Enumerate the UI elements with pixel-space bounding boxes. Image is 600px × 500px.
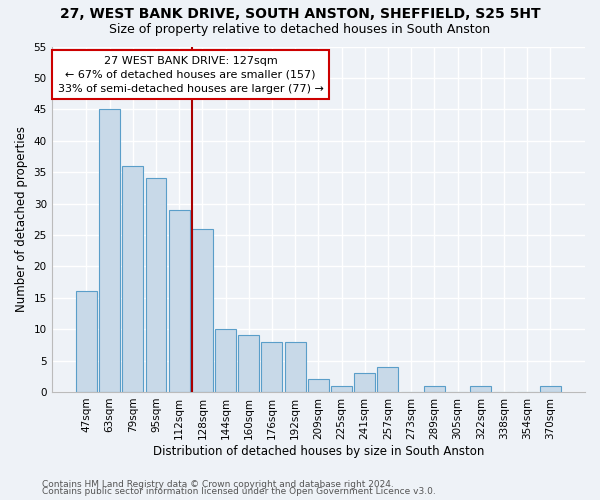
Bar xyxy=(122,166,143,392)
Y-axis label: Number of detached properties: Number of detached properties xyxy=(15,126,28,312)
Text: 27 WEST BANK DRIVE: 127sqm
← 67% of detached houses are smaller (157)
33% of sem: 27 WEST BANK DRIVE: 127sqm ← 67% of deta… xyxy=(58,56,323,94)
Bar xyxy=(308,380,329,392)
Bar xyxy=(169,210,190,392)
Bar xyxy=(262,342,283,392)
Bar xyxy=(76,292,97,392)
Text: Size of property relative to detached houses in South Anston: Size of property relative to detached ho… xyxy=(109,22,491,36)
Bar xyxy=(424,386,445,392)
Bar xyxy=(99,110,120,392)
Bar xyxy=(354,373,375,392)
Bar xyxy=(470,386,491,392)
Bar xyxy=(377,367,398,392)
Bar xyxy=(284,342,305,392)
Text: Contains public sector information licensed under the Open Government Licence v3: Contains public sector information licen… xyxy=(42,487,436,496)
Text: Contains HM Land Registry data © Crown copyright and database right 2024.: Contains HM Land Registry data © Crown c… xyxy=(42,480,394,489)
Bar xyxy=(192,228,213,392)
Bar xyxy=(215,329,236,392)
Bar xyxy=(238,336,259,392)
Text: 27, WEST BANK DRIVE, SOUTH ANSTON, SHEFFIELD, S25 5HT: 27, WEST BANK DRIVE, SOUTH ANSTON, SHEFF… xyxy=(59,8,541,22)
Bar xyxy=(540,386,561,392)
Bar xyxy=(331,386,352,392)
Bar xyxy=(146,178,166,392)
X-axis label: Distribution of detached houses by size in South Anston: Distribution of detached houses by size … xyxy=(152,444,484,458)
